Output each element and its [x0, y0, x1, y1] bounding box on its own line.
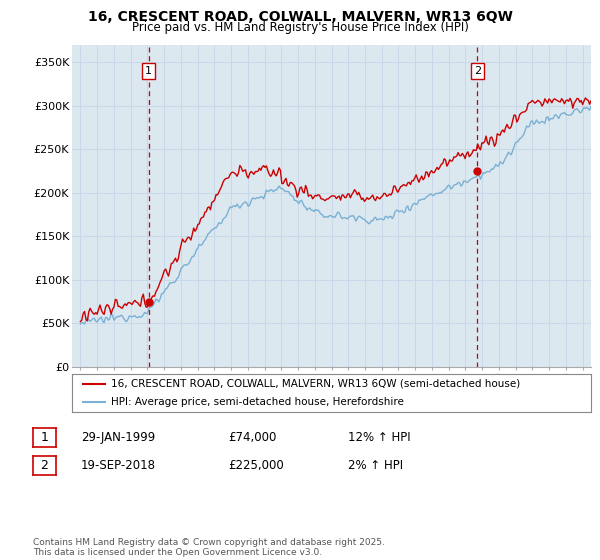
Text: £74,000: £74,000: [228, 431, 277, 445]
Text: 1: 1: [145, 66, 152, 76]
Text: Price paid vs. HM Land Registry's House Price Index (HPI): Price paid vs. HM Land Registry's House …: [131, 21, 469, 34]
Text: 2% ↑ HPI: 2% ↑ HPI: [348, 459, 403, 473]
Text: 19-SEP-2018: 19-SEP-2018: [81, 459, 156, 473]
Text: 2: 2: [474, 66, 481, 76]
Text: 2: 2: [40, 459, 49, 473]
Text: 1: 1: [40, 431, 49, 445]
Text: 16, CRESCENT ROAD, COLWALL, MALVERN, WR13 6QW: 16, CRESCENT ROAD, COLWALL, MALVERN, WR1…: [88, 10, 512, 24]
Text: 16, CRESCENT ROAD, COLWALL, MALVERN, WR13 6QW (semi-detached house): 16, CRESCENT ROAD, COLWALL, MALVERN, WR1…: [111, 379, 520, 389]
Text: 12% ↑ HPI: 12% ↑ HPI: [348, 431, 410, 445]
Text: HPI: Average price, semi-detached house, Herefordshire: HPI: Average price, semi-detached house,…: [111, 397, 404, 407]
Text: Contains HM Land Registry data © Crown copyright and database right 2025.
This d: Contains HM Land Registry data © Crown c…: [33, 538, 385, 557]
Text: £225,000: £225,000: [228, 459, 284, 473]
Text: 29-JAN-1999: 29-JAN-1999: [81, 431, 155, 445]
